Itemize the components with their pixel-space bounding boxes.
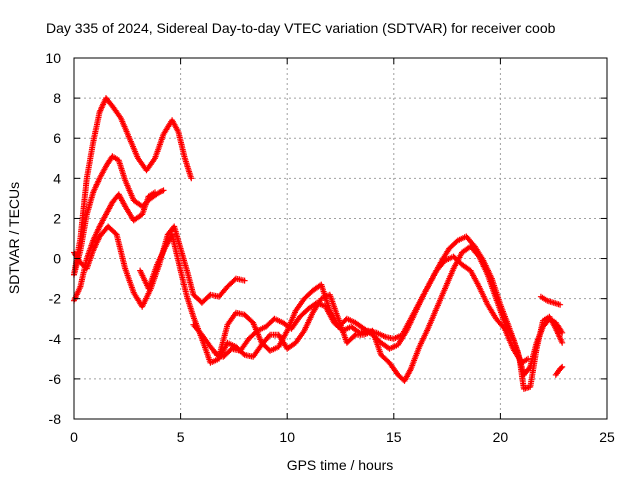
x-axis-label: GPS time / hours	[287, 457, 394, 473]
x-tick-label: 25	[599, 429, 615, 445]
y-axis-label: SDTVAR / TECUs	[6, 182, 22, 294]
series-track-8	[537, 293, 564, 308]
series-track-7	[211, 253, 532, 366]
series-line	[139, 233, 564, 390]
series-markers	[537, 293, 564, 308]
x-tick-label: 0	[70, 429, 78, 445]
y-tick-label: 10	[45, 50, 61, 66]
y-tick-label: -4	[49, 331, 62, 347]
x-tick-label: 20	[493, 429, 509, 445]
series-markers	[211, 253, 532, 366]
y-tick-label: 2	[53, 210, 61, 226]
series-line	[192, 235, 564, 376]
axis-ticks: -8 -6 -4 -2 0 2 4 6 8 10 0 5 10 15 20 25	[45, 50, 615, 445]
x-tick-label: 10	[279, 429, 295, 445]
series-track-9	[552, 363, 566, 378]
series-track-3	[71, 189, 158, 304]
y-tick-label: 0	[53, 251, 61, 267]
plot-frame	[73, 57, 608, 420]
y-tick-label: 8	[53, 90, 61, 106]
y-tick-label: 4	[53, 170, 61, 186]
y-tick-label: -6	[49, 371, 62, 387]
y-tick-label: -8	[49, 411, 62, 427]
data-series	[71, 95, 566, 392]
x-tick-label: 5	[177, 429, 185, 445]
chart-title: Day 335 of 2024, Sidereal Day-to-day VTE…	[46, 20, 556, 36]
y-tick-label: 6	[53, 130, 61, 146]
grid-lines	[74, 58, 607, 419]
series-markers	[552, 363, 566, 378]
y-tick-label: -2	[49, 291, 62, 307]
x-tick-label: 15	[386, 429, 402, 445]
